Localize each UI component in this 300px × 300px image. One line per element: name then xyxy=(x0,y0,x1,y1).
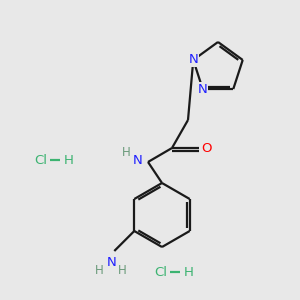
Text: H: H xyxy=(184,266,194,278)
Text: Cl: Cl xyxy=(34,154,47,166)
Text: N: N xyxy=(188,53,198,67)
Text: H: H xyxy=(95,265,104,278)
Text: Cl: Cl xyxy=(154,266,167,278)
Text: N: N xyxy=(198,82,208,95)
Text: H: H xyxy=(118,265,127,278)
Text: N: N xyxy=(106,256,116,269)
Text: N: N xyxy=(133,154,143,166)
Text: H: H xyxy=(64,154,74,166)
Text: O: O xyxy=(202,142,212,154)
Text: H: H xyxy=(122,146,130,158)
